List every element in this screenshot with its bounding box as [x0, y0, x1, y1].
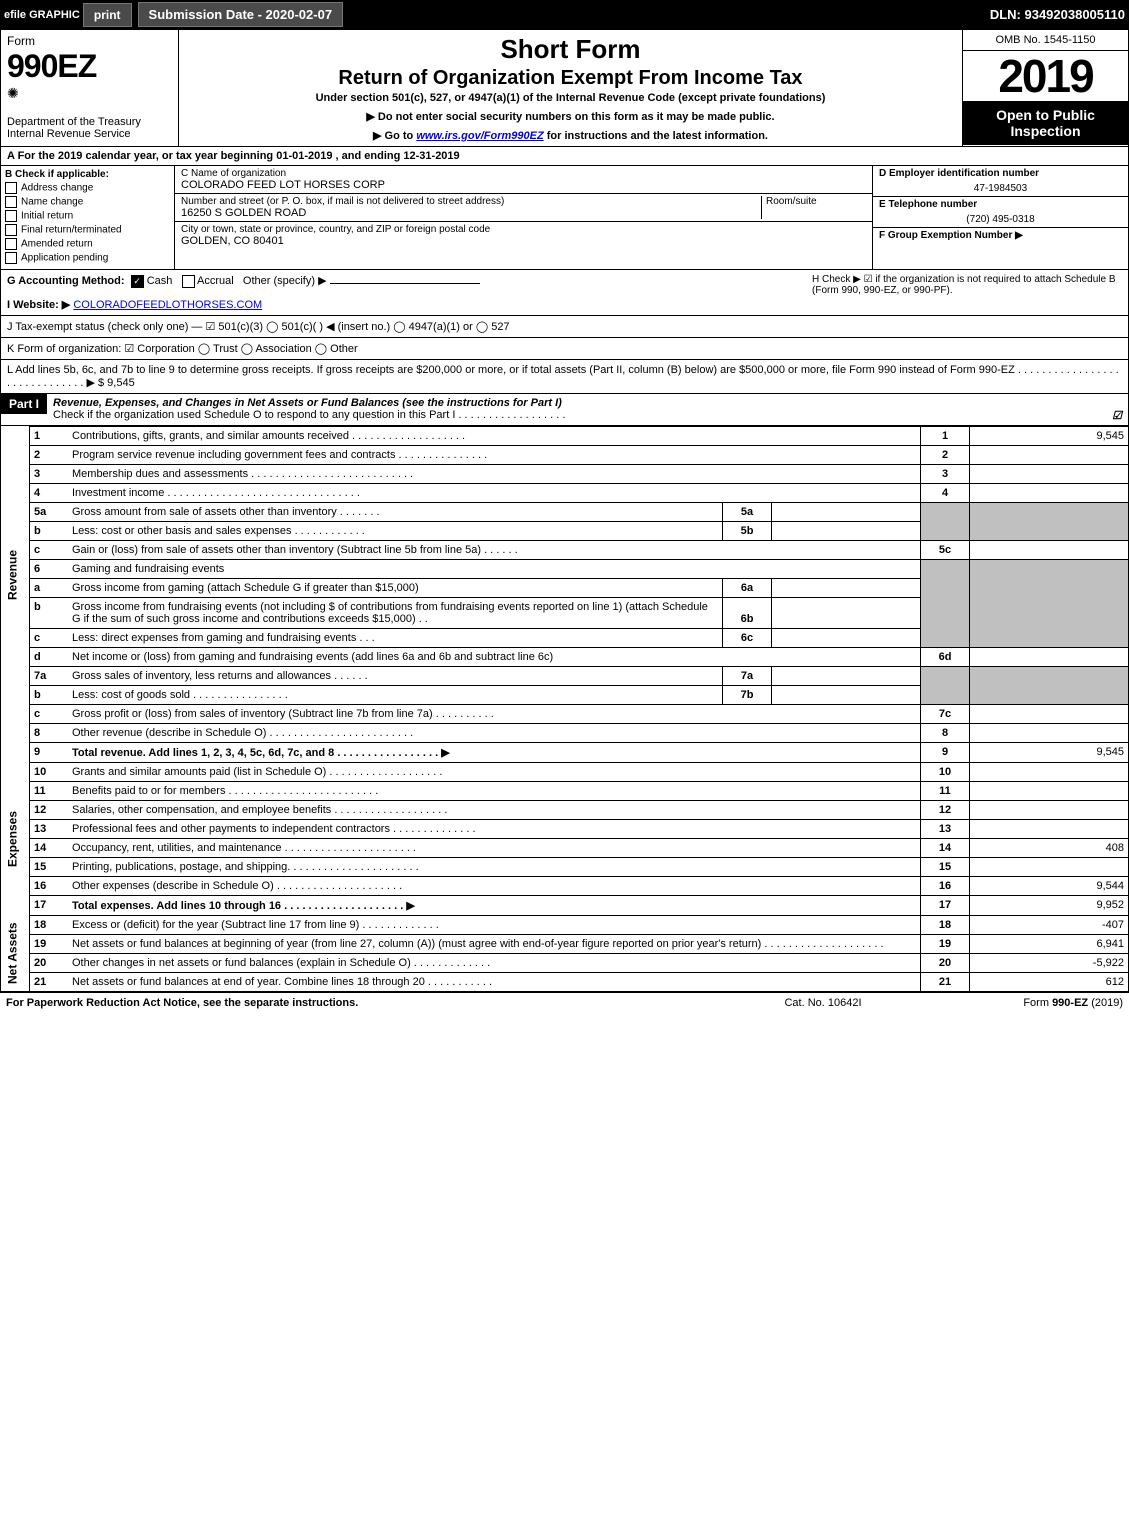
footer-catalog: Cat. No. 10642I [723, 997, 923, 1009]
period-mid: , and ending [336, 150, 404, 162]
g-label: G Accounting Method: [7, 275, 125, 287]
section-l: L Add lines 5b, 6c, and 7b to line 9 to … [0, 360, 1129, 394]
amt-line-17: 9,952 [970, 895, 1129, 915]
section-j: J Tax-exempt status (check only one) — ☑… [0, 316, 1129, 338]
open-inspection: Open to Public Inspection [963, 101, 1128, 145]
org-street: 16250 S GOLDEN ROAD [181, 207, 761, 219]
dln-label: DLN: 93492038005110 [990, 7, 1125, 22]
part-check-text: Check if the organization used Schedule … [53, 409, 565, 421]
lines-table: Revenue 1 Contributions, gifts, grants, … [0, 426, 1129, 992]
side-net-assets: Net Assets [1, 915, 30, 991]
tax-year: 2019 [963, 51, 1128, 101]
f-label: F Group Exemption Number ▶ [879, 230, 1122, 241]
website-link[interactable]: COLORADOFEEDLOTHORSES.COM [73, 299, 262, 311]
i-label: I Website: ▶ [7, 299, 70, 311]
amt-line-20: -5,922 [970, 953, 1129, 972]
amt-line-14: 408 [970, 838, 1129, 857]
top-bar: efile GRAPHIC print Submission Date - 20… [0, 0, 1129, 29]
title-block: Short Form Return of Organization Exempt… [179, 30, 962, 146]
ein-value: 47-1984503 [879, 179, 1122, 194]
org-name: COLORADO FEED LOT HORSES CORP [181, 179, 866, 191]
amt-line-1: 9,545 [970, 426, 1129, 445]
form-number: 990EZ [7, 48, 172, 85]
form-word: Form [7, 34, 172, 48]
part-i-header: Part I Revenue, Expenses, and Changes in… [0, 394, 1129, 426]
period-pre: A For the 2019 calendar year, or tax yea… [7, 150, 276, 162]
irs-label: Internal Revenue Service [7, 128, 172, 140]
side-revenue: Revenue [1, 426, 30, 723]
schedule-o-checkbox[interactable]: ☑ [1112, 409, 1122, 422]
page-footer: For Paperwork Reduction Act Notice, see … [0, 992, 1129, 1013]
goto-line: ▶ Go to www.irs.gov/Form990EZ for instru… [185, 129, 956, 142]
section-a: A For the 2019 calendar year, or tax yea… [0, 147, 1129, 166]
section-g: G Accounting Method: ✓ Cash Accrual Othe… [7, 274, 812, 311]
dept-treasury: Department of the Treasury [7, 116, 172, 128]
part-title: Revenue, Expenses, and Changes in Net As… [53, 397, 562, 409]
checkbox-amended-return[interactable] [5, 238, 17, 250]
checkbox-application-pending[interactable] [5, 252, 17, 264]
e-label: E Telephone number [879, 199, 1122, 210]
print-button[interactable]: print [83, 3, 132, 27]
form-id-block: Form 990EZ ✺ Department of the Treasury … [1, 30, 179, 146]
return-title: Return of Organization Exempt From Incom… [185, 67, 956, 90]
irs-link[interactable]: www.irs.gov/Form990EZ [416, 130, 543, 142]
footer-left: For Paperwork Reduction Act Notice, see … [6, 997, 723, 1009]
under-section: Under section 501(c), 527, or 4947(a)(1)… [185, 92, 956, 104]
period-begin: 01-01-2019 [276, 150, 332, 162]
omb-number: OMB No. 1545-1150 [963, 30, 1128, 51]
submission-date-button[interactable]: Submission Date - 2020-02-07 [138, 2, 344, 27]
checkbox-accrual[interactable] [182, 275, 195, 288]
checkbox-final-return[interactable] [5, 224, 17, 236]
amt-line-18: -407 [970, 915, 1129, 934]
b-label: B Check if applicable: [5, 169, 170, 180]
ssn-warning: ▶ Do not enter social security numbers o… [185, 110, 956, 123]
c-name-label: C Name of organization [181, 168, 866, 179]
amt-line-9: 9,545 [970, 742, 1129, 762]
checkbox-initial-return[interactable] [5, 210, 17, 222]
gross-receipts: 9,545 [107, 377, 135, 389]
side-expenses: Expenses [1, 762, 30, 915]
d-label: D Employer identification number [879, 168, 1122, 179]
checkbox-cash-checked[interactable]: ✓ [131, 275, 144, 288]
section-b: B Check if applicable: Address change Na… [1, 166, 175, 269]
amt-line-21: 612 [970, 972, 1129, 991]
c-city-label: City or town, state or province, country… [181, 224, 866, 235]
checkbox-address-change[interactable] [5, 182, 17, 194]
part-label: Part I [1, 394, 47, 414]
amt-line-16: 9,544 [970, 876, 1129, 895]
phone-value: (720) 495-0318 [879, 210, 1122, 225]
c-street-label: Number and street (or P. O. box, if mail… [181, 196, 761, 207]
checkbox-name-change[interactable] [5, 196, 17, 208]
section-h: H Check ▶ ☑ if the organization is not r… [812, 274, 1122, 311]
section-k: K Form of organization: ☑ Corporation ◯ … [0, 338, 1129, 360]
short-form-title: Short Form [185, 34, 956, 65]
period-end: 12-31-2019 [403, 150, 459, 162]
footer-right: Form 990-EZ (2019) [923, 997, 1123, 1009]
org-city: GOLDEN, CO 80401 [181, 235, 866, 247]
section-c: C Name of organization COLORADO FEED LOT… [175, 166, 872, 269]
room-label: Room/suite [766, 196, 866, 207]
efile-label: efile GRAPHIC [4, 9, 80, 21]
amt-line-19: 6,941 [970, 934, 1129, 953]
